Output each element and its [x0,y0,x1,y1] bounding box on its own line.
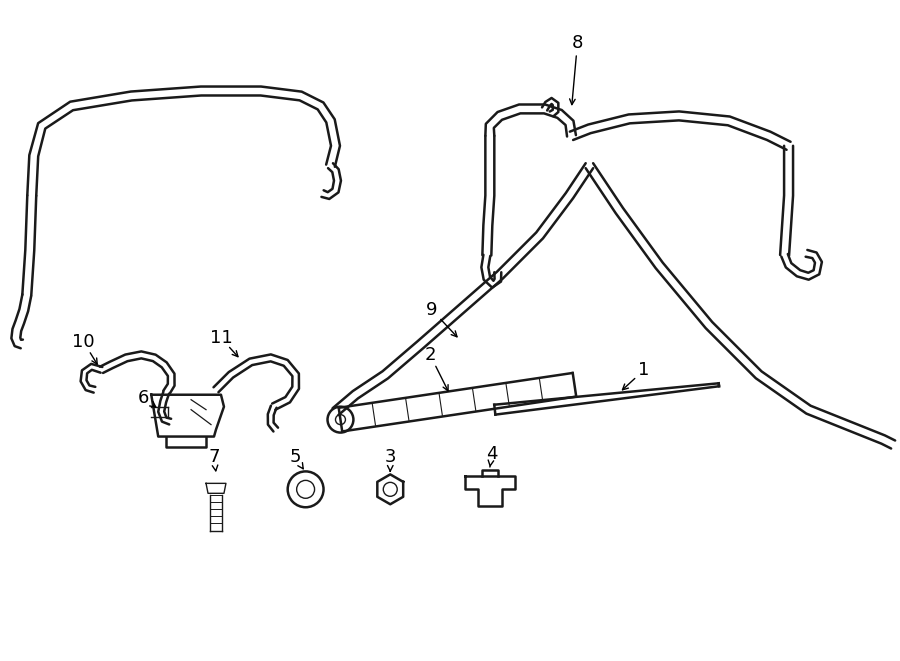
Text: 7: 7 [208,448,220,467]
Text: 5: 5 [290,448,302,467]
Text: 8: 8 [572,34,583,52]
Text: 11: 11 [210,329,232,347]
Text: 10: 10 [72,333,94,351]
Text: 1: 1 [638,361,650,379]
Text: 2: 2 [424,346,436,364]
Text: 4: 4 [486,446,498,463]
Text: 3: 3 [384,448,396,467]
Text: 6: 6 [138,389,149,407]
Text: 9: 9 [427,301,437,319]
